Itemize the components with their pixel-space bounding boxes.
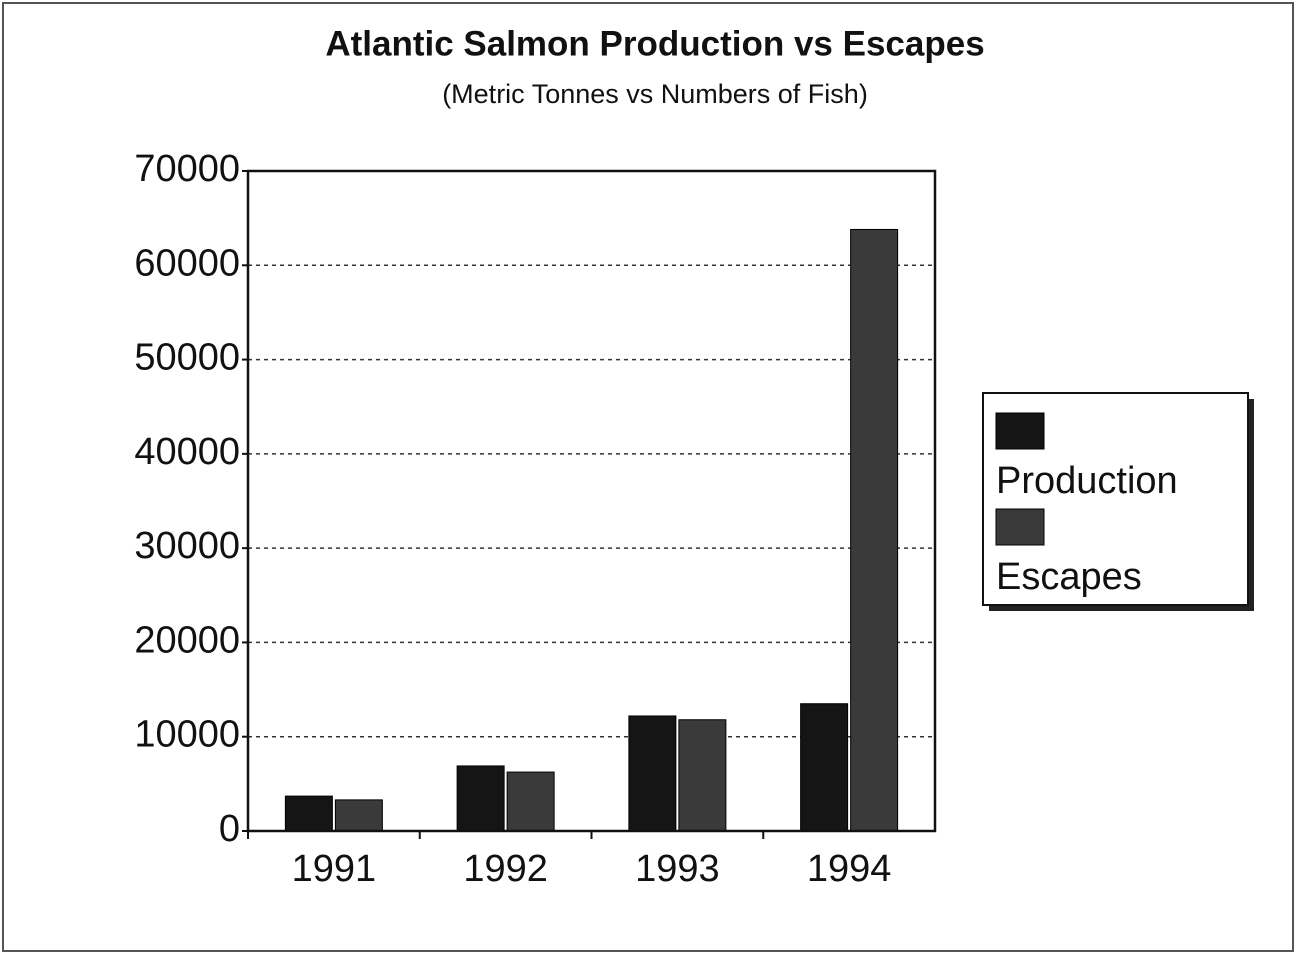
legend-swatch — [995, 412, 1045, 450]
bar — [334, 799, 383, 832]
x-tick-label: 1991 — [292, 848, 377, 890]
y-tick-label: 30000 — [134, 525, 240, 567]
y-tick-label: 0 — [219, 808, 240, 850]
bar — [678, 719, 727, 832]
y-tick-label: 40000 — [134, 431, 240, 473]
plot-frame — [246, 169, 937, 833]
bar — [628, 715, 677, 832]
legend-label: Production — [996, 460, 1178, 502]
y-tick-label: 20000 — [134, 619, 240, 661]
y-tick-label: 60000 — [134, 242, 240, 284]
bar — [456, 765, 505, 832]
legend-label: Escapes — [996, 556, 1142, 598]
legend-swatch — [995, 508, 1045, 546]
x-tick-label: 1993 — [635, 848, 720, 890]
bar — [284, 795, 333, 832]
y-tick-label: 10000 — [134, 714, 240, 756]
chart-subtitle: (Metric Tonnes vs Numbers of Fish) — [442, 79, 868, 109]
y-tick-label: 50000 — [134, 337, 240, 379]
bar — [850, 228, 899, 832]
x-tick-label: 1992 — [463, 848, 548, 890]
bar — [800, 703, 849, 832]
y-tick-label: 70000 — [134, 148, 240, 190]
bar — [506, 771, 555, 832]
x-tick-label: 1994 — [807, 848, 892, 890]
chart-title: Atlantic Salmon Production vs Escapes — [325, 24, 984, 63]
